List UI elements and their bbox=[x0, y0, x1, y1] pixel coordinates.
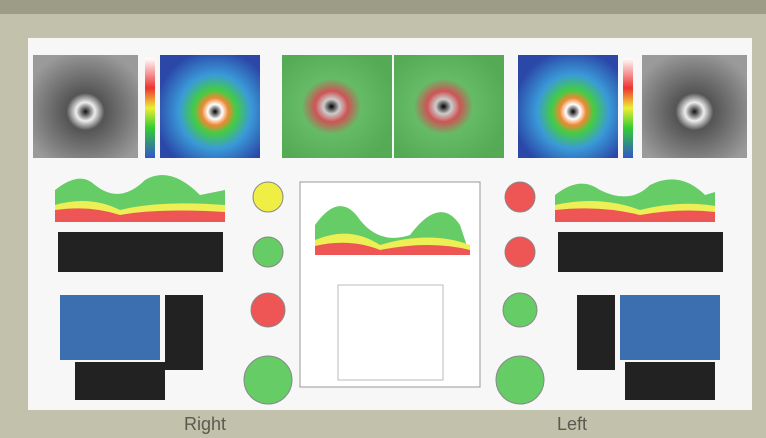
fundus-image bbox=[33, 55, 138, 158]
thickness-map-small bbox=[620, 295, 720, 360]
b-scan bbox=[558, 232, 723, 272]
sector-circle bbox=[496, 356, 544, 404]
sector-circle bbox=[244, 356, 292, 404]
color-bar bbox=[145, 58, 155, 158]
caption: Left bbox=[557, 414, 587, 434]
thickness-map bbox=[160, 55, 260, 158]
thickness-map bbox=[518, 55, 618, 158]
b-scan bbox=[75, 362, 165, 400]
deviation-map bbox=[394, 55, 504, 158]
page: Right Left (() => { const data = JSON.pa… bbox=[0, 0, 766, 438]
metrics-table bbox=[338, 285, 443, 380]
b-scan bbox=[577, 295, 615, 370]
caption: Right bbox=[184, 414, 226, 434]
thickness-map-small bbox=[60, 295, 160, 360]
sector-circle bbox=[503, 293, 537, 327]
sector-circle bbox=[253, 237, 283, 267]
sector-circle bbox=[505, 237, 535, 267]
sector-circle bbox=[251, 293, 285, 327]
b-scan bbox=[165, 295, 203, 370]
sector-circle bbox=[253, 182, 283, 212]
sector-circle bbox=[505, 182, 535, 212]
fundus-image bbox=[642, 55, 747, 158]
b-scan bbox=[58, 232, 223, 272]
frame-top bbox=[0, 0, 766, 14]
color-bar bbox=[623, 58, 633, 158]
b-scan bbox=[625, 362, 715, 400]
deviation-map bbox=[282, 55, 392, 158]
screenshot: Right Left bbox=[0, 0, 766, 438]
